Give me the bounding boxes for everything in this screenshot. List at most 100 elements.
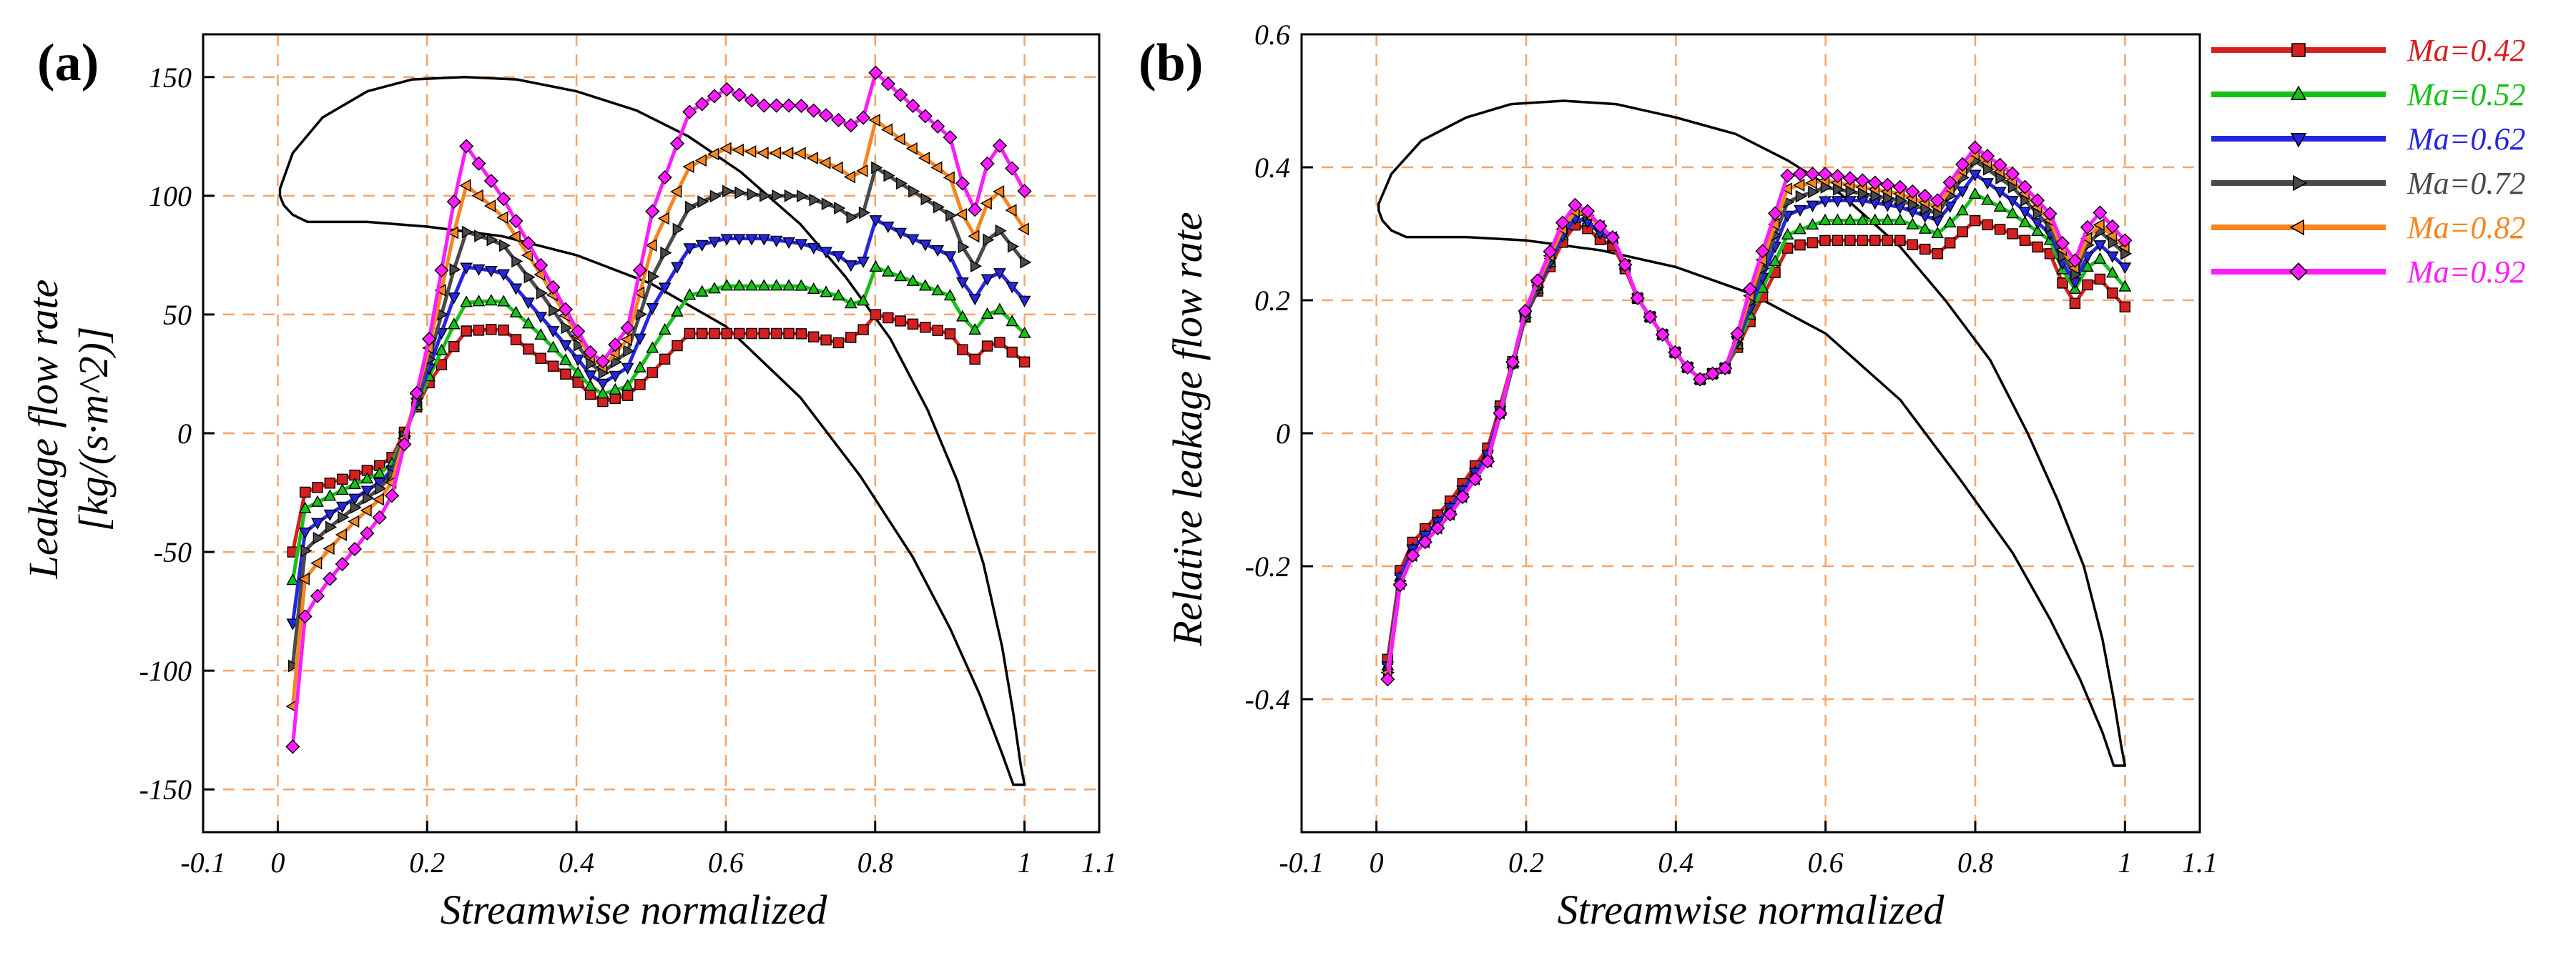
y-tick-label: 0.6 [1254,19,1290,51]
data-point [733,144,743,155]
data-point [2083,280,2093,290]
data-point [782,99,795,112]
data-point [759,329,769,339]
data-point [820,109,832,122]
data-point [2095,253,2105,263]
data-point [983,341,993,351]
data-point [449,342,459,352]
data-point [758,147,768,158]
data-point [1945,238,1955,248]
y-tick-label: 150 [149,61,192,94]
legend: Ma=0.42Ma=0.52Ma=0.62Ma=0.72Ma=0.82Ma=0.… [2211,33,2525,290]
data-point [697,329,707,339]
legend-marker [2294,176,2306,190]
data-point [945,329,955,339]
data-point [1970,216,1980,226]
x-tick-label: 1.1 [2182,846,2218,879]
data-point [747,189,757,199]
data-point [1819,167,1832,180]
chart-panel-a: (a) Leakage flow rate [kg/(s·m^2)] Strea… [20,34,1117,933]
data-point [1796,191,1806,202]
y-tick-label: 0.4 [1254,152,1290,184]
data-point [883,313,893,323]
data-point [807,152,817,163]
data-point [709,329,719,339]
data-point [770,147,780,158]
data-point [549,361,559,371]
data-point [313,483,323,493]
data-point [784,329,794,339]
data-point [870,261,881,271]
data-point [832,114,845,127]
data-point [448,293,459,303]
data-point [610,393,620,403]
data-point [1982,219,1992,229]
data-point [486,325,496,335]
data-point [1907,239,1917,250]
data-point [820,157,830,168]
data-point [722,329,732,339]
data-point [623,390,633,400]
data-point [2007,229,2017,239]
series-line [292,73,1024,747]
data-point [1794,179,1804,190]
legend-item: Ma=0.52 [2211,77,2525,112]
data-point [956,177,969,189]
data-point [821,335,831,345]
grid-a [203,34,1099,832]
data-point [646,204,659,217]
data-point [325,478,335,488]
panel-label-a: (a) [37,34,99,92]
legend-label: Ma=0.42 [2407,33,2525,68]
data-point [659,171,672,184]
data-point [1932,249,1942,259]
x-tick-label: 0.6 [1808,846,1844,879]
legend-label: Ma=0.52 [2407,77,2525,112]
data-point [846,332,856,342]
data-point [498,325,508,335]
data-point [735,187,745,198]
data-point [1794,167,1806,180]
data-point [523,344,534,354]
data-point [2120,263,2130,273]
data-point [2108,288,2118,298]
data-point [745,94,758,107]
data-point [733,89,746,102]
x-tick-label: 0.4 [1658,846,1693,879]
y-tick-label: 100 [149,180,192,212]
data-point [870,310,880,320]
data-point [1019,296,1030,306]
data-point [1920,245,1930,255]
data-point [511,335,521,345]
data-point [2020,235,2030,245]
data-point [933,325,943,335]
data-point [809,332,819,342]
grid-b [1302,34,2200,832]
data-point [796,329,806,339]
data-point [448,195,461,208]
data-point [734,329,744,339]
legend-item: Ma=0.92 [2211,255,2525,290]
data-point [770,99,783,112]
data-point [858,325,868,335]
data-point [920,322,930,332]
data-point [1895,235,1905,245]
x-tick-label: 0.6 [708,846,744,879]
data-point [671,137,684,150]
y-tick-label: -50 [154,536,192,568]
data-point [635,380,645,390]
data-point [833,337,843,347]
data-point [970,295,980,305]
data-point [2070,298,2080,308]
data-point [1820,235,1830,245]
series-line [292,168,1024,666]
data-point [586,390,596,400]
data-point [958,345,968,355]
data-point [1807,238,1817,248]
x-tick-label: 0.4 [559,846,594,879]
data-point [757,99,770,112]
data-point [1020,357,1030,367]
data-point [845,261,856,271]
data-point [597,379,608,389]
data-point [1781,169,1794,182]
